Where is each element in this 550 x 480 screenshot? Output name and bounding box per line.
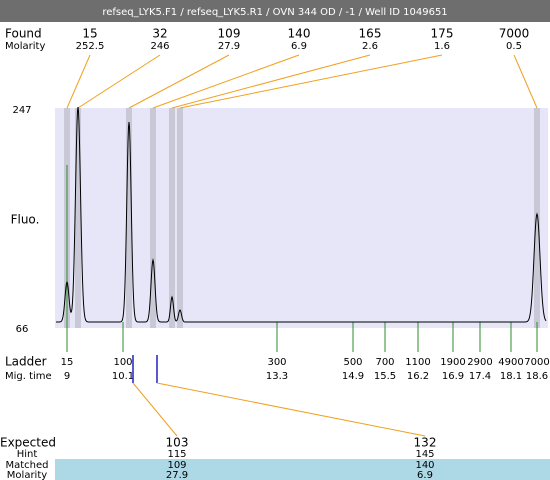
ladder-size: 1100 — [405, 357, 430, 368]
matched-band — [55, 459, 550, 480]
matched-value: 140 — [415, 460, 434, 471]
hint-label: Hint — [17, 449, 38, 460]
found-molarity: 252.5 — [76, 41, 105, 52]
matched-label: Matched — [5, 460, 48, 471]
matched-molarity: 27.9 — [166, 470, 188, 480]
hint-value: 145 — [415, 449, 434, 460]
ladder-size: 500 — [343, 357, 362, 368]
found-size: 32 — [152, 27, 167, 41]
peak-band — [150, 108, 156, 328]
peak-link — [77, 54, 161, 109]
peak-band — [169, 108, 175, 328]
mig-time: 13.3 — [266, 371, 288, 382]
expected-link — [132, 382, 178, 437]
y-bottom: 66 — [16, 324, 29, 335]
mig-time: 16.9 — [442, 371, 464, 382]
found-size: 175 — [431, 27, 454, 41]
found-size: 109 — [218, 27, 241, 41]
found-molarity: 1.6 — [434, 41, 450, 52]
ladder-size: 2900 — [467, 357, 492, 368]
y-label: Fluo. — [11, 213, 40, 227]
plot-area — [55, 108, 548, 328]
mig-time: 17.4 — [469, 371, 491, 382]
peak-band — [75, 108, 81, 328]
ladder-size: 15 — [61, 357, 74, 368]
title-bar — [0, 0, 550, 22]
ladder-size: 1900 — [440, 357, 465, 368]
ladder-size: 7000 — [524, 357, 549, 368]
mig-time: 18.6 — [526, 371, 548, 382]
found-label: Found — [5, 27, 42, 41]
peak-link — [179, 54, 443, 109]
ladder-size: 700 — [375, 357, 394, 368]
found-molarity: 2.6 — [362, 41, 378, 52]
expected-value: 132 — [414, 436, 437, 450]
peak-link — [128, 54, 230, 109]
matched-molarity-label: Molarity — [7, 470, 47, 480]
ladder-size: 4900 — [498, 357, 523, 368]
mig-time-label: Mig. time — [5, 371, 52, 382]
found-size: 7000 — [499, 27, 530, 41]
expected-label: Expected — [0, 436, 56, 450]
y-top: 247 — [12, 105, 31, 116]
expected-link — [156, 382, 426, 437]
mig-time: 18.1 — [500, 371, 522, 382]
found-size: 15 — [82, 27, 97, 41]
title: refseq_LYK5.F1 / refseq_LYK5.R1 / OVN 34… — [102, 7, 447, 18]
matched-value: 109 — [167, 460, 186, 471]
found-molarity: 0.5 — [506, 41, 522, 52]
peak-band — [126, 108, 132, 328]
expected-value: 103 — [166, 436, 189, 450]
found-molarity: 6.9 — [291, 41, 307, 52]
mig-time: 15.5 — [374, 371, 396, 382]
found-molarity: 27.9 — [218, 41, 240, 52]
trace — [56, 106, 547, 323]
molarity-label: Molarity — [5, 41, 45, 52]
mig-time: 9 — [64, 371, 70, 382]
peak-link — [171, 54, 371, 109]
ladder-size: 300 — [267, 357, 286, 368]
matched-molarity: 6.9 — [417, 470, 433, 480]
ladder-size: 100 — [113, 357, 132, 368]
peak-band — [177, 108, 183, 328]
peak-link — [66, 54, 91, 109]
found-size: 140 — [288, 27, 311, 41]
peak-band — [534, 108, 540, 328]
peak-link — [513, 54, 538, 109]
found-size: 165 — [359, 27, 382, 41]
mig-time: 10.1 — [112, 371, 134, 382]
hint-value: 115 — [167, 449, 186, 460]
mig-time: 14.9 — [342, 371, 364, 382]
ladder-label: Ladder — [5, 355, 47, 369]
found-molarity: 246 — [150, 41, 169, 52]
mig-time: 16.2 — [407, 371, 429, 382]
peak-link — [152, 54, 300, 109]
